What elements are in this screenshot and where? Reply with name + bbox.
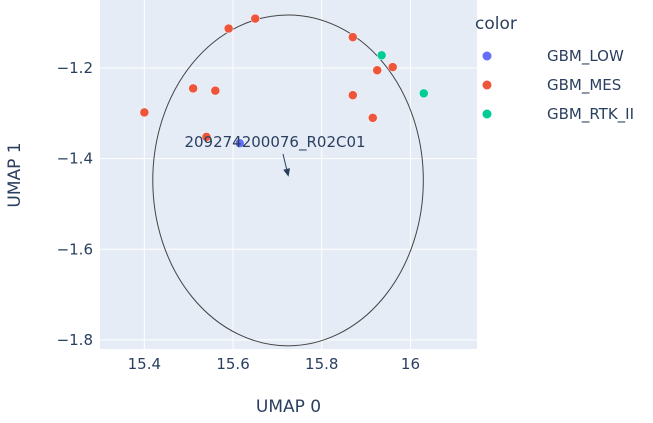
- legend-title: color: [475, 14, 517, 34]
- shapes-layer: [152, 14, 424, 347]
- x-axis-title: UMAP 0: [256, 397, 321, 417]
- grid-lines: [100, 0, 477, 349]
- y-tick-label: −1.6: [57, 240, 93, 258]
- x-tick-label: 15.8: [305, 355, 338, 373]
- x-tick-label: 15.6: [216, 355, 249, 373]
- legend-label: GBM_LOW: [547, 47, 624, 66]
- data-point-gbm-mes: [368, 113, 378, 123]
- y-tick-label: −1.2: [57, 59, 93, 77]
- data-point-gbm-mes: [210, 85, 221, 96]
- data-point-gbm-mes: [139, 107, 150, 118]
- data-point-gbm-rtk-ii: [376, 50, 387, 61]
- x-tick-label: 16: [401, 355, 420, 373]
- legend-marker: [482, 51, 492, 61]
- y-tick-label: −1.8: [57, 331, 93, 349]
- y-axis-title: UMAP 1: [5, 142, 25, 207]
- annotation-arrow-head: [283, 168, 291, 177]
- legend-label: GBM_MES: [547, 76, 621, 95]
- annotation-label: 209274200076_R02C01: [184, 133, 365, 152]
- legend: color GBM_LOW GBM_MES GBM_RTK_II: [475, 14, 634, 124]
- data-point-gbm-mes: [188, 83, 198, 94]
- legend-marker: [482, 80, 492, 90]
- data-point-gbm-mes: [250, 13, 260, 24]
- data-point-gbm-mes: [372, 65, 382, 76]
- annotation-layer: 209274200076_R02C01: [184, 133, 366, 177]
- y-tick-label: −1.4: [57, 150, 93, 168]
- data-point-gbm-mes: [201, 132, 212, 142]
- annotation-arrow-shaft: [282, 153, 288, 170]
- x-tick-labels: 15.4 15.6 15.8 16: [128, 355, 420, 373]
- data-point-gbm-low: [234, 138, 245, 148]
- data-point-gbm-mes: [348, 90, 358, 100]
- data-point-gbm-mes: [348, 32, 358, 42]
- points-layer: [139, 13, 429, 148]
- y-tick-labels: −1.2 −1.4 −1.6 −1.8: [57, 59, 93, 349]
- x-tick-label: 15.4: [128, 355, 161, 373]
- highlight-circle: [152, 14, 424, 347]
- data-point-gbm-mes: [223, 23, 234, 34]
- data-point-gbm-rtk-ii: [419, 88, 429, 99]
- data-point-gbm-mes: [387, 62, 398, 72]
- legend-marker: [482, 109, 492, 119]
- legend-label: GBM_RTK_II: [547, 105, 634, 124]
